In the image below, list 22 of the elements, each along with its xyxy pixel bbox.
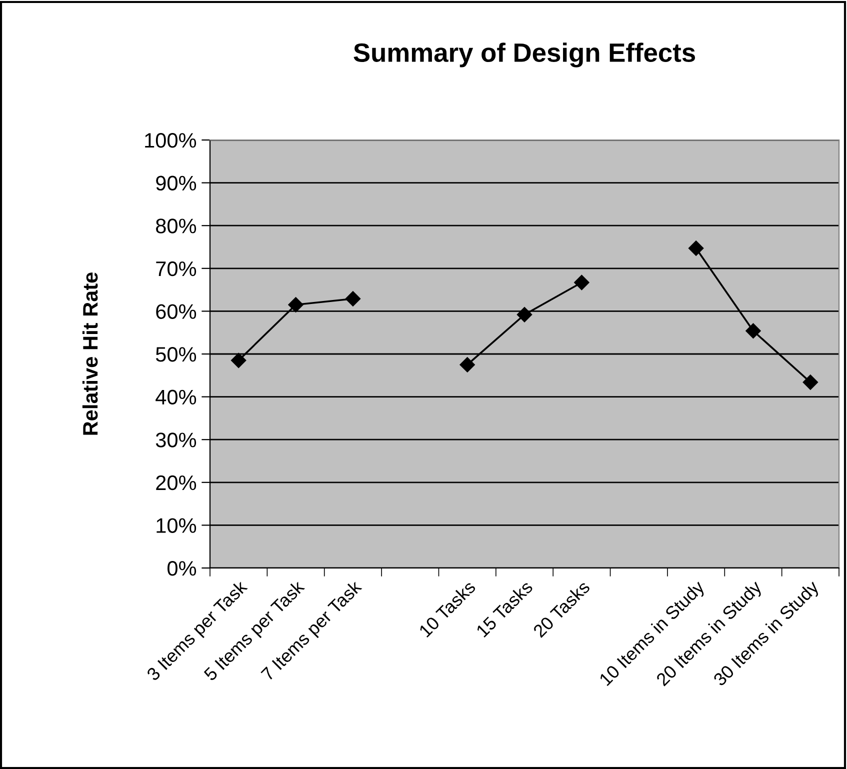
point [574, 274, 590, 290]
point [460, 357, 475, 372]
y-tick-label: 40% [156, 390, 196, 405]
point [802, 374, 818, 390]
y-tick-label: 20% [156, 475, 196, 490]
y-tick-label: 10% [156, 518, 196, 533]
y-tick-label: 90% [156, 176, 196, 191]
y-tick-label: 100% [145, 133, 196, 148]
point [688, 240, 704, 256]
y-axis-title: Relative Hit Rate [82, 272, 98, 435]
y-tick-label: 80% [156, 218, 196, 234]
y-tick-label: 30% [156, 432, 196, 448]
point [516, 307, 532, 322]
y-tick-label: 0% [168, 561, 196, 576]
point [288, 297, 304, 312]
y-tick-label: 70% [156, 261, 196, 276]
y-tick-label: 50% [156, 347, 196, 362]
point [746, 323, 761, 338]
point [345, 291, 361, 306]
chart-title: Summary of Design Effects [354, 42, 695, 68]
point [231, 352, 246, 368]
y-tick-label: 60% [156, 304, 196, 319]
